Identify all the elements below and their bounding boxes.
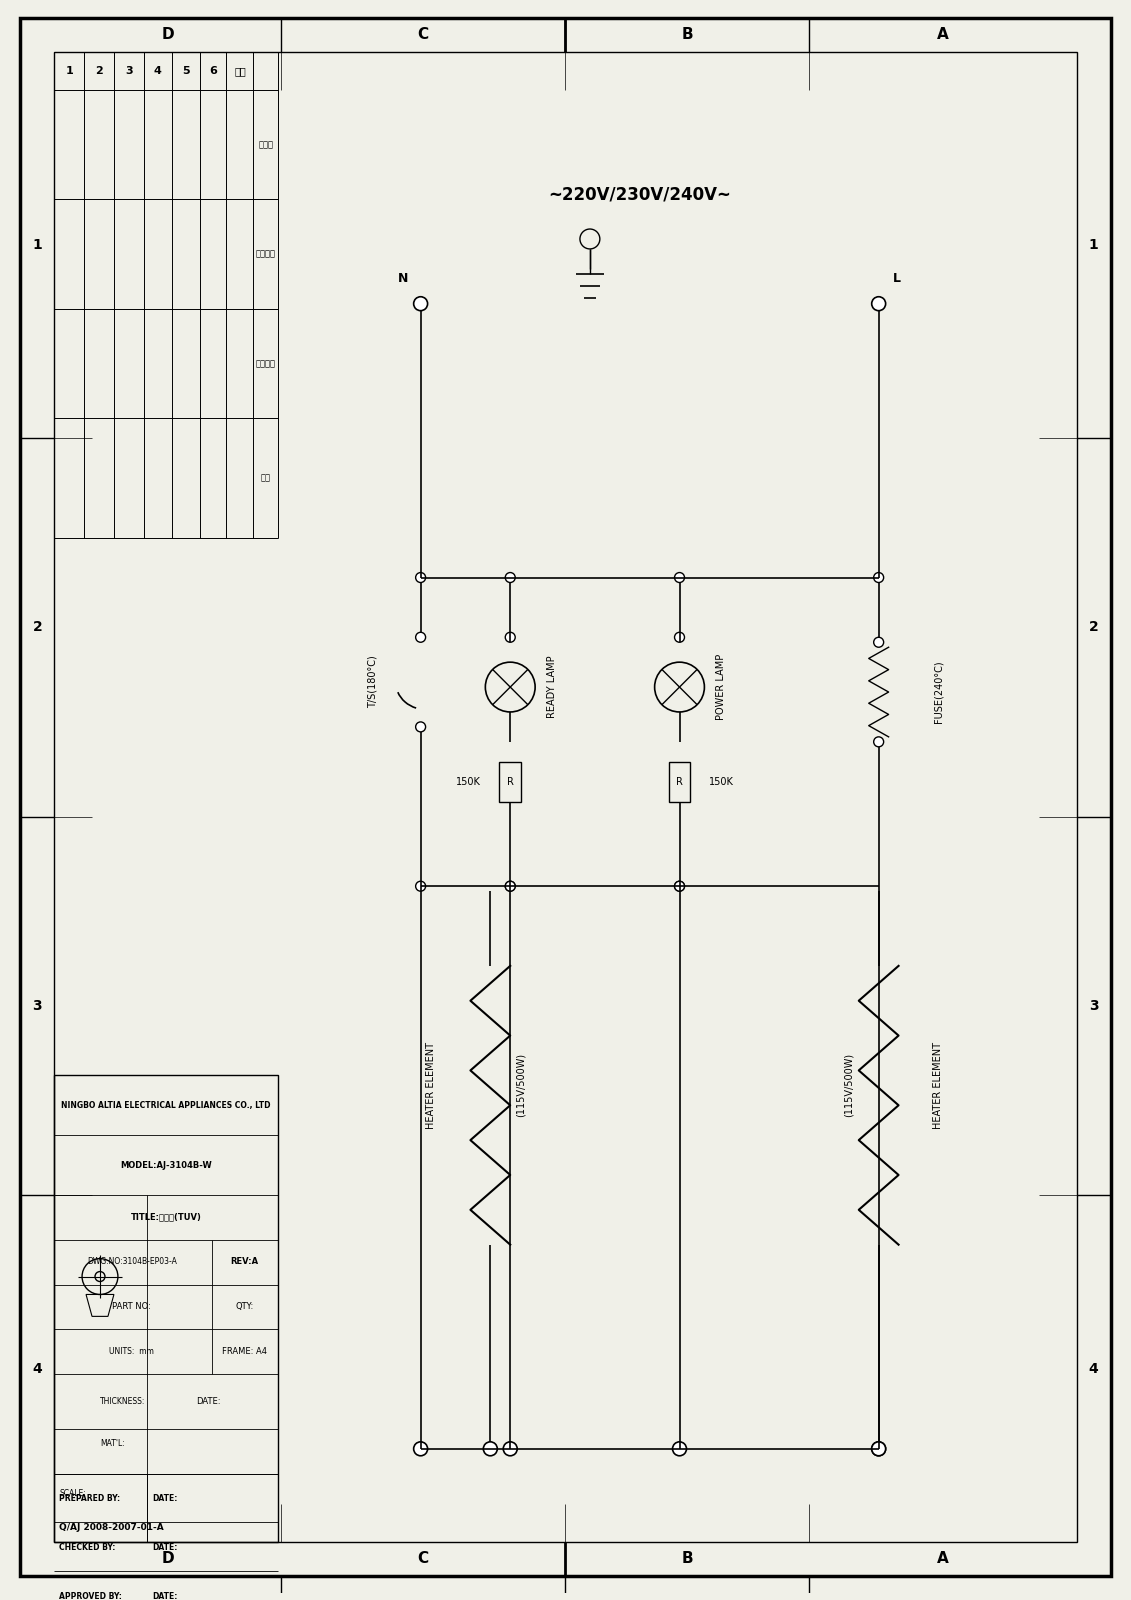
Text: T/S(180°C): T/S(180°C) [368,656,378,709]
Circle shape [674,573,684,582]
Text: 3: 3 [33,998,42,1013]
Text: DATE:: DATE: [197,1397,221,1405]
Text: 3: 3 [126,66,132,75]
Text: D: D [162,1550,174,1566]
Text: 5: 5 [182,66,189,75]
Text: REV:A: REV:A [231,1258,259,1266]
Text: R: R [676,776,683,787]
Text: PART NO:: PART NO: [112,1302,152,1310]
Text: DWG.NO:3104B-EP03-A: DWG.NO:3104B-EP03-A [87,1258,176,1266]
Text: 1: 1 [1089,238,1098,251]
Text: 4: 4 [33,1362,42,1376]
Text: QTY:: QTY: [235,1302,253,1310]
Circle shape [415,722,425,731]
Circle shape [415,573,425,582]
Circle shape [674,632,684,642]
Text: CHECKED BY:: CHECKED BY: [59,1542,115,1552]
Text: 1: 1 [66,66,74,75]
Text: NINGBO ALTIA ELECTRICAL APPLIANCES CO., LTD: NINGBO ALTIA ELECTRICAL APPLIANCES CO., … [61,1101,271,1110]
Text: 修改人: 修改人 [258,139,274,149]
Text: READY LAMP: READY LAMP [547,656,558,718]
Text: DATE:: DATE: [152,1494,178,1502]
Text: 2: 2 [1089,621,1098,634]
Text: A: A [936,1550,949,1566]
Circle shape [873,573,883,582]
Circle shape [674,882,684,891]
Text: MODEL:AJ-3104B-W: MODEL:AJ-3104B-W [120,1160,213,1170]
Circle shape [415,632,425,642]
Circle shape [414,296,428,310]
Circle shape [506,573,516,582]
Bar [54,1075,278,1542]
Circle shape [414,1442,428,1456]
Text: 序号: 序号 [234,66,245,75]
Text: C: C [417,1550,429,1566]
Bar [499,762,521,802]
Bar [668,762,690,802]
Text: D: D [162,27,174,42]
Text: MAT'L:: MAT'L: [100,1440,124,1448]
Text: PREPARED BY:: PREPARED BY: [59,1494,120,1502]
Text: ~220V/230V/240V~: ~220V/230V/240V~ [549,186,731,203]
Text: UNITS:  mm: UNITS: mm [110,1347,154,1355]
Circle shape [483,1442,498,1456]
Circle shape [506,882,516,891]
Text: A: A [936,27,949,42]
Text: B: B [681,27,693,42]
Text: N: N [397,272,408,285]
Circle shape [873,637,883,648]
Text: 4: 4 [154,66,162,75]
Circle shape [873,738,883,747]
Text: R: R [507,776,513,787]
Text: C: C [417,27,429,42]
Circle shape [503,1442,517,1456]
Circle shape [415,882,425,891]
Text: L: L [892,272,900,285]
Text: THICKNESS:: THICKNESS: [100,1397,146,1405]
Text: DATE:: DATE: [152,1542,178,1552]
Text: 4: 4 [1089,1362,1098,1376]
Text: SCALE:: SCALE: [59,1490,86,1498]
Text: (115V/500W): (115V/500W) [516,1053,525,1117]
Text: 修改日期: 修改日期 [256,250,276,259]
Circle shape [872,1442,886,1456]
Text: 150K: 150K [709,776,734,787]
Text: POWER LAMP: POWER LAMP [716,654,726,720]
Circle shape [872,296,886,310]
Text: TITLE:电路图(TUV): TITLE:电路图(TUV) [131,1213,201,1221]
Text: DATE:: DATE: [152,1592,178,1600]
Text: FRAME: A4: FRAME: A4 [222,1347,267,1355]
Circle shape [506,882,516,891]
Text: 6: 6 [209,66,217,75]
Text: Q/AJ 2008-2007-01-A: Q/AJ 2008-2007-01-A [59,1523,164,1531]
Text: B: B [681,1550,693,1566]
Circle shape [872,1442,886,1456]
Text: 修改内容: 修改内容 [256,358,276,368]
Text: 审批: 审批 [261,474,270,483]
Circle shape [673,1442,687,1456]
Text: 1: 1 [33,238,42,251]
Circle shape [674,882,684,891]
Text: APPROVED BY:: APPROVED BY: [59,1592,122,1600]
Circle shape [506,632,516,642]
Text: HEATER ELEMENT: HEATER ELEMENT [933,1042,943,1130]
Text: HEATER ELEMENT: HEATER ELEMENT [425,1042,435,1130]
Text: 2: 2 [33,621,42,634]
Text: 150K: 150K [456,776,481,787]
Text: FUSE(240°C): FUSE(240°C) [933,661,943,723]
Text: 3: 3 [1089,998,1098,1013]
Text: 2: 2 [95,66,103,75]
Text: (115V/500W): (115V/500W) [844,1053,854,1117]
